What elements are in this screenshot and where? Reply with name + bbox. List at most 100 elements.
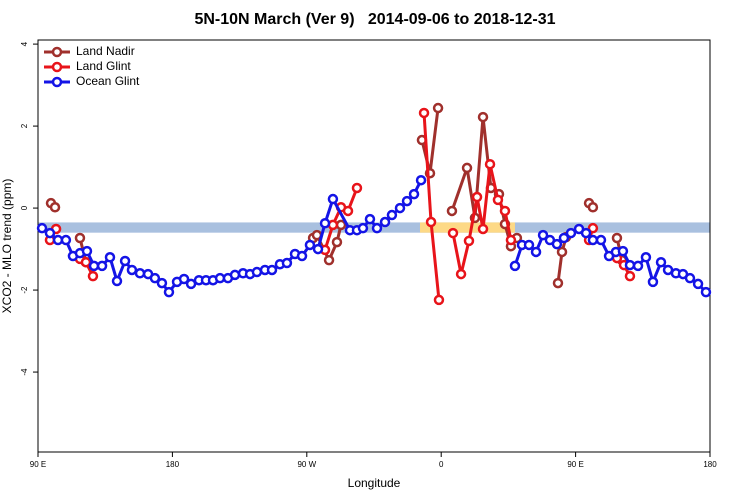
data-point xyxy=(455,268,467,280)
data-point xyxy=(537,229,549,241)
data-point xyxy=(331,236,343,248)
data-point xyxy=(104,252,116,263)
data-point xyxy=(351,182,363,194)
data-point xyxy=(433,294,445,306)
legend-label: Ocean Glint xyxy=(76,74,140,88)
data-point xyxy=(357,222,369,234)
data-point xyxy=(96,260,108,272)
data-point xyxy=(580,227,592,239)
data-point xyxy=(552,277,564,289)
data-point xyxy=(523,239,535,251)
data-point xyxy=(126,264,138,276)
data-point xyxy=(36,222,48,234)
x-axis-title: Longitude xyxy=(348,476,401,490)
y-tick-label: -4 xyxy=(20,368,29,376)
legend-marker xyxy=(51,76,63,88)
data-point xyxy=(323,254,335,266)
data-point xyxy=(149,272,161,284)
data-point xyxy=(446,205,458,217)
x-tick-label: 0 xyxy=(439,460,444,469)
plot-frame xyxy=(37,39,711,453)
legend-marker xyxy=(51,61,63,73)
data-point xyxy=(251,266,263,278)
data-point xyxy=(617,245,629,257)
y-tick-label: 4 xyxy=(20,41,29,46)
data-point xyxy=(425,216,437,228)
legend-marker xyxy=(51,46,63,58)
data-point xyxy=(74,232,86,244)
y-tick-label: 0 xyxy=(20,205,29,210)
highlight-band xyxy=(419,222,515,233)
data-point xyxy=(492,194,504,206)
data-point xyxy=(587,234,599,246)
data-point xyxy=(587,202,599,213)
data-point xyxy=(44,227,56,239)
data-point xyxy=(692,278,704,290)
data-point xyxy=(477,223,489,235)
data-point xyxy=(432,102,444,114)
data-point xyxy=(509,260,521,272)
data-point xyxy=(595,234,607,246)
data-point xyxy=(319,217,331,229)
data-point xyxy=(364,213,376,225)
data-point xyxy=(119,255,131,267)
data-point xyxy=(565,227,577,239)
data-point xyxy=(499,205,511,217)
data-point xyxy=(408,188,420,200)
x-tick-label: 180 xyxy=(166,460,180,469)
data-point xyxy=(415,174,427,186)
data-point xyxy=(551,238,563,250)
data-point xyxy=(266,264,278,276)
data-point xyxy=(163,286,175,298)
data-point xyxy=(505,234,517,246)
data-point xyxy=(386,209,398,221)
data-point xyxy=(655,256,667,268)
x-tick-label: 180 xyxy=(703,460,717,469)
x-tick-label: 90 E xyxy=(30,460,46,469)
data-point xyxy=(185,278,197,290)
y-tick-label: 2 xyxy=(20,123,29,128)
data-point xyxy=(530,246,542,258)
data-point xyxy=(611,232,623,244)
data-point xyxy=(700,286,712,298)
data-point xyxy=(111,275,123,287)
data-point xyxy=(296,250,308,262)
data-point xyxy=(156,277,168,289)
data-point xyxy=(556,246,568,258)
legend-label: Land Nadir xyxy=(76,44,135,58)
data-point xyxy=(327,193,339,205)
data-point xyxy=(418,107,430,119)
data-point xyxy=(624,259,636,271)
data-point xyxy=(335,219,347,231)
y-axis-title: XCO2 - MLO trend (ppm) xyxy=(0,179,14,314)
data-point xyxy=(229,269,241,281)
data-point xyxy=(281,257,293,269)
data-point xyxy=(640,252,652,263)
data-point xyxy=(632,260,644,272)
data-point xyxy=(461,162,473,174)
y-tick-label: -2 xyxy=(20,286,29,294)
data-point xyxy=(60,234,72,246)
data-point xyxy=(684,272,696,284)
data-point xyxy=(647,276,659,288)
legend-label: Land Glint xyxy=(76,59,131,73)
x-tick-label: 90 E xyxy=(567,460,583,469)
data-point xyxy=(463,235,475,247)
data-point xyxy=(80,256,92,268)
data-point xyxy=(394,202,406,214)
data-point xyxy=(484,158,496,170)
data-point xyxy=(134,268,146,279)
data-point xyxy=(178,273,190,285)
data-point xyxy=(379,216,391,228)
chart-title: 5N-10N March (Ver 9) 2014-09-06 to 2018-… xyxy=(194,11,555,28)
data-point xyxy=(371,222,383,234)
data-point xyxy=(587,222,599,234)
data-point xyxy=(471,191,483,203)
data-point xyxy=(49,202,61,213)
data-point xyxy=(447,227,459,239)
data-point xyxy=(401,195,413,207)
data-point xyxy=(558,232,570,244)
x-tick-label: 90 W xyxy=(297,460,316,469)
